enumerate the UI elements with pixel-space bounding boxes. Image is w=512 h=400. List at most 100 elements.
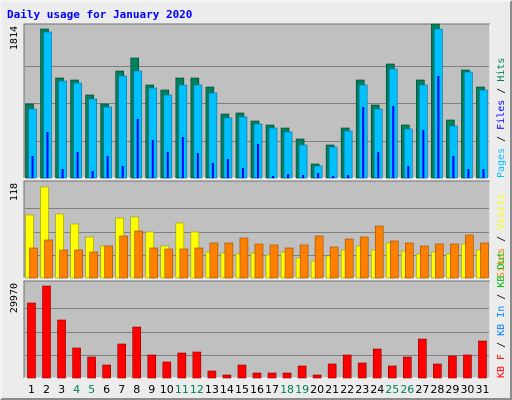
legend-separator: / [496,288,507,306]
pages-bar [452,156,455,178]
x-tick-label: 9 [148,383,155,396]
x-tick-label: 26 [400,383,414,396]
kbytes-bar [297,365,307,379]
x-tick-label: 28 [430,383,444,396]
pages-bar [347,175,350,178]
pages-bar [166,152,169,178]
kbytes-bar [117,343,126,379]
x-tick-label: 8 [133,383,140,396]
legend-separator: / [496,82,507,100]
pages-bar [422,130,425,178]
files-bar [298,144,308,179]
sites-bar [299,244,309,279]
pages-bar [287,174,290,178]
kbytes-bar [72,347,81,379]
panel-kbytes: 29970 [9,280,491,379]
legend-top: Pages / Files / Hits [496,58,507,178]
kbytes-bar [87,356,96,379]
pages-bar [121,166,124,178]
kbytes-bar [162,361,172,379]
files-bar [118,75,127,179]
chart-title: Daily usage for January 2020 [7,8,192,21]
kbytes-bar [478,340,487,379]
panel-hits-files-pages: 1814 [9,23,491,179]
x-tick-label: 5 [88,383,95,396]
sites-bar [465,234,474,279]
sites-bar [435,243,444,279]
sites-bar [329,246,339,279]
pages-bar [211,163,214,178]
sites-bar [420,245,429,279]
pages-bar [181,137,184,178]
x-tick-label: 30 [460,383,474,396]
files-bar [343,130,353,179]
sites-bar [284,247,294,279]
sites-bar [164,248,174,279]
files-bar [268,127,278,179]
kbytes-bar [237,364,247,379]
kbytes-bar [132,326,142,379]
legend-separator: / [496,336,507,354]
y-max-label: 118 [9,183,20,201]
legend-separator: / [496,230,507,248]
kbytes-bar [403,356,412,379]
sites-bar [269,244,279,279]
x-tick-label: 12 [190,383,204,396]
pages-bar [31,156,34,178]
plot-border-shadow [23,280,490,378]
x-tick-label: 23 [355,383,369,396]
pages-bar [392,106,395,178]
x-tick-label: 16 [250,383,264,396]
pages-bar [76,152,79,178]
kbytes-bar [207,370,217,379]
kbytes-bar [147,354,157,379]
sites-bar [119,235,128,279]
sites-bar [104,245,113,279]
pages-bar [241,168,244,178]
pages-bar [482,169,485,178]
sites-bar [359,236,369,279]
kbytes-bar [312,374,322,379]
sites-bar [344,238,354,279]
kbytes-bar [42,285,51,379]
legend-label: Sites [496,248,507,278]
x-tick-label: 22 [340,383,354,396]
x-tick-label: 2 [43,383,50,396]
kbytes-bar [267,372,277,379]
files-bar [283,131,293,179]
pages-bar [317,173,320,178]
sites-bar [480,242,489,279]
kbytes-bar [372,348,382,379]
sites-bar [179,248,189,279]
panel-visits-sites: 118 [9,180,491,279]
kbytes-bar [282,372,292,379]
kbytes-bar [222,374,232,379]
y-max-label: 1814 [9,26,20,50]
x-tick-label: 19 [295,383,309,396]
pages-bar [377,152,380,178]
x-tick-label: 7 [118,383,125,396]
pages-bar [302,175,305,178]
pages-bar [46,132,49,178]
pages-bar [136,119,139,178]
files-bar [58,80,67,179]
x-tick-label: 14 [220,383,234,396]
kbytes-bar [463,354,472,379]
legend-label: KB Out [496,252,507,288]
sites-bar [224,242,234,279]
legend-middle: Sites / Visits [496,194,507,278]
sites-bar [314,235,324,279]
kbytes-bar [387,365,397,379]
x-tick-label: 21 [325,383,339,396]
pages-bar [196,153,199,178]
kbytes-bar [433,363,442,379]
legend-label: Pages [496,148,507,178]
pages-bar [407,166,410,178]
plot-background [24,281,490,378]
y-max-label: 29970 [9,283,20,313]
sites-bar [254,243,264,279]
pages-bar [91,171,94,178]
x-tick-label: 27 [415,383,429,396]
sites-bar [29,247,38,279]
